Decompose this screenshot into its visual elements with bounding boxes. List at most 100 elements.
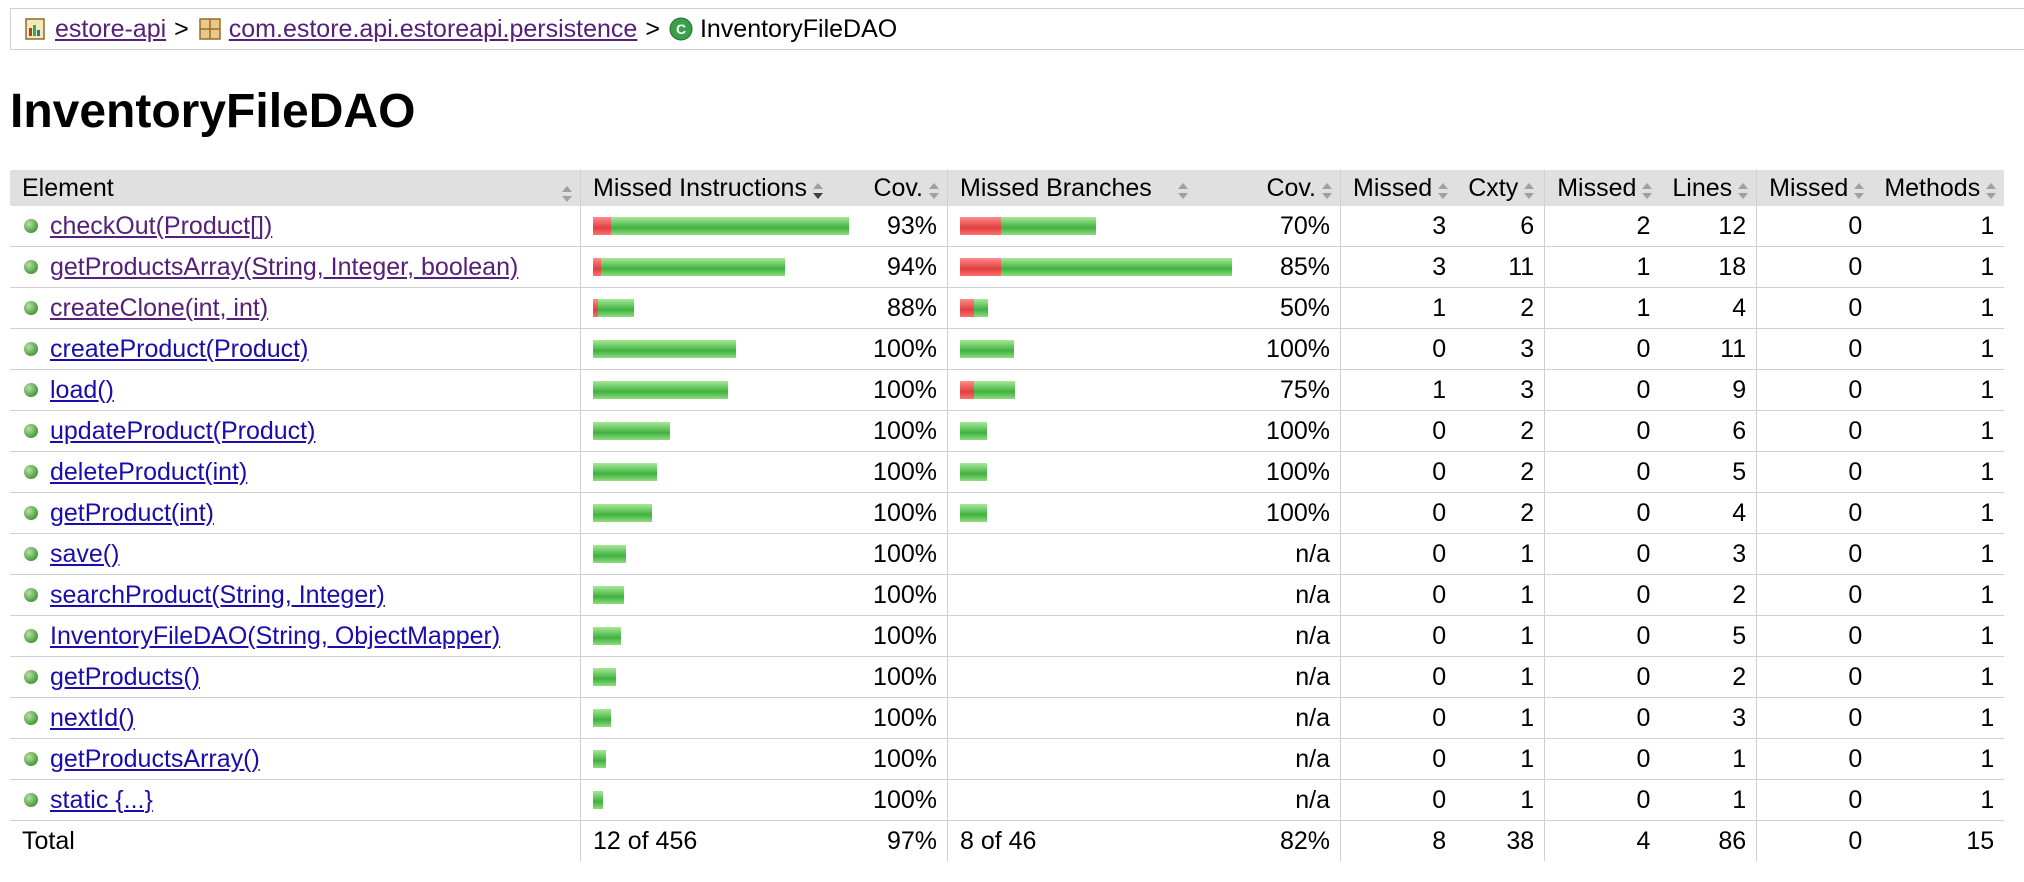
cxty: 11 [1456, 246, 1545, 288]
method-link[interactable]: save() [50, 539, 120, 568]
branches-cov: n/a [1242, 656, 1341, 698]
branches-bar-cell [947, 615, 1242, 657]
total-cxty: 38 [1506, 826, 1535, 855]
branches-cov: 50% [1242, 287, 1341, 329]
methods: 1 [1872, 410, 2005, 452]
header-methods[interactable]: Methods [1872, 170, 2005, 206]
missed-cxty: 3 [1340, 246, 1457, 288]
element-cell: load() [10, 369, 581, 411]
covered-instructions-bar [601, 258, 785, 276]
methods: 1 [1872, 369, 2005, 411]
methods: 1 [1872, 779, 2005, 821]
cxty: 1 [1456, 656, 1545, 698]
method-link[interactable]: searchProduct(String, Integer) [50, 580, 385, 609]
covered-instructions-bar [593, 791, 603, 809]
missed-cxty: 0 [1340, 574, 1457, 616]
branches-bar-cell [947, 287, 1242, 329]
breadcrumb-separator: > [645, 14, 660, 43]
table-row: getProductsArray() 100% n/a 0 1 0 1 0 1 [10, 738, 2005, 780]
method-link[interactable]: deleteProduct(int) [50, 457, 248, 486]
table-row: createProduct(Product) 100% 100% 0 3 0 11 0 1 [10, 328, 2005, 370]
method-link[interactable]: updateProduct(Product) [50, 416, 316, 445]
total-missed-cxty: 8 [1340, 820, 1457, 861]
coverage-table: Element Missed Instructions Cov. Missed … [10, 170, 2005, 861]
lines: 5 [1660, 451, 1757, 493]
sort-icon [1852, 179, 1866, 199]
missed-cxty: 0 [1340, 410, 1457, 452]
methods: 1 [1872, 615, 2005, 657]
method-link[interactable]: createClone(int, int) [50, 293, 269, 322]
method-link[interactable]: InventoryFileDAO(String, ObjectMapper) [50, 621, 501, 650]
missed-lines: 0 [1544, 738, 1661, 780]
total-missed-lines: 4 [1544, 820, 1661, 861]
svg-text:C: C [676, 21, 686, 37]
missed-methods: 0 [1756, 615, 1873, 657]
branches-bar-cell [947, 574, 1242, 616]
instructions-cov: 100% [859, 328, 948, 370]
method-link[interactable]: createProduct(Product) [50, 334, 309, 363]
header-instructions-cov[interactable]: Cov. [859, 170, 948, 206]
header-missed-cxty[interactable]: Missed [1340, 170, 1457, 206]
breadcrumb-package-link[interactable]: com.estore.api.estoreapi.persistence [228, 14, 638, 43]
cxty: 3 [1456, 369, 1545, 411]
sort-icon [1176, 179, 1190, 199]
missed-cxty: 1 [1340, 369, 1457, 411]
sort-icon [1522, 179, 1536, 199]
method-link[interactable]: load() [50, 375, 114, 404]
method-link[interactable]: getProducts() [50, 662, 201, 691]
covered-branches-bar [960, 340, 1014, 358]
table-header-row: Element Missed Instructions Cov. Missed … [10, 170, 2005, 206]
covered-branches-bar [960, 504, 987, 522]
header-missed-methods[interactable]: Missed [1756, 170, 1873, 206]
total-missed-branches: 8 of 46 [947, 820, 1242, 861]
sort-descending-icon [811, 179, 825, 199]
branches-cov: n/a [1242, 779, 1341, 821]
element-cell: nextId() [10, 697, 581, 739]
covered-instructions-bar [593, 422, 670, 440]
header-missed-instructions[interactable]: Missed Instructions [580, 170, 859, 206]
covered-instructions-bar [593, 504, 652, 522]
header-branches-cov[interactable]: Cov. [1242, 170, 1341, 206]
sort-icon [560, 182, 574, 202]
header-cxty[interactable]: Cxty [1456, 170, 1545, 206]
method-link[interactable]: static {...} [50, 785, 153, 814]
element-cell: getProducts() [10, 656, 581, 698]
missed-lines: 2 [1544, 206, 1661, 247]
missed-lines: 0 [1544, 574, 1661, 616]
header-missed-branches[interactable]: Missed Branches [947, 170, 1242, 206]
header-lines[interactable]: Lines [1660, 170, 1757, 206]
instructions-cov: 94% [859, 246, 948, 288]
missed-instructions-bar [593, 258, 601, 276]
lines: 3 [1660, 533, 1757, 575]
method-link[interactable]: checkOut(Product[]) [50, 211, 273, 240]
table-row: load() 100% 75% 1 3 0 9 0 1 [10, 369, 2005, 411]
missed-cxty: 0 [1340, 738, 1457, 780]
method-icon [24, 793, 38, 807]
table-row: InventoryFileDAO(String, ObjectMapper) 10… [10, 615, 2005, 657]
branches-bar-cell [947, 369, 1242, 411]
instructions-bar-cell [580, 738, 859, 780]
missed-methods: 0 [1756, 492, 1873, 534]
instructions-cov: 100% [859, 369, 948, 411]
branches-bar-cell [947, 779, 1242, 821]
header-missed-lines[interactable]: Missed [1544, 170, 1661, 206]
method-link[interactable]: getProduct(int) [50, 498, 214, 527]
instructions-bar-cell [580, 206, 859, 247]
covered-instructions-bar [593, 340, 736, 358]
branches-cov: 75% [1242, 369, 1341, 411]
branches-cov: n/a [1242, 738, 1341, 780]
cxty: 1 [1456, 738, 1545, 780]
header-element[interactable]: Element [10, 170, 581, 206]
missed-methods: 0 [1756, 574, 1873, 616]
instructions-cov: 100% [859, 615, 948, 657]
method-link[interactable]: getProductsArray() [50, 744, 260, 773]
breadcrumb-project-link[interactable]: estore-api [55, 14, 167, 43]
missed-cxty: 0 [1340, 656, 1457, 698]
method-link[interactable]: nextId() [50, 703, 135, 732]
covered-instructions-bar [593, 545, 626, 563]
cxty: 3 [1456, 328, 1545, 370]
cxty: 1 [1456, 615, 1545, 657]
method-link[interactable]: getProductsArray(String, Integer, boolea… [50, 252, 519, 281]
lines: 6 [1660, 410, 1757, 452]
methods: 1 [1872, 206, 2005, 247]
